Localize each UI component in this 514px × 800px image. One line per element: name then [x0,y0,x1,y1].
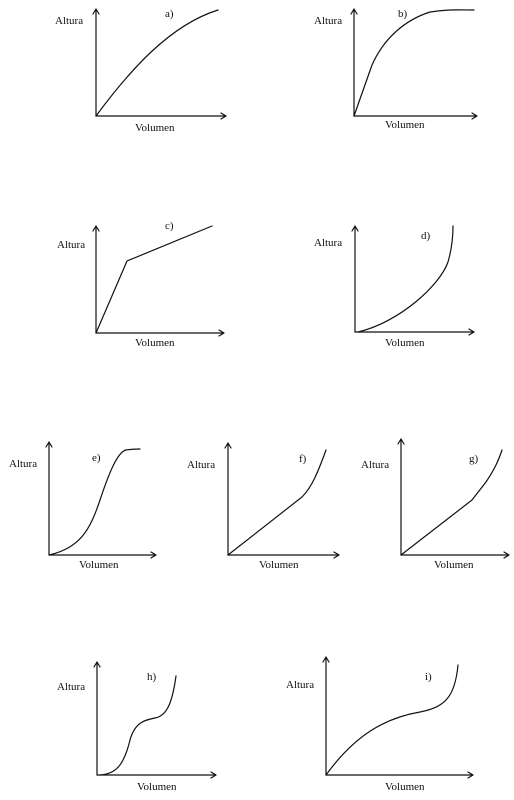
panel-e-label: e) [92,452,101,464]
panel-e: Altura Volumen e) [9,441,157,571]
panel-a-xlabel: Volumen [135,122,175,134]
panel-c-ylabel: Altura [57,239,85,251]
panel-d-x-axis [354,328,475,336]
panel-h-xlabel: Volumen [137,781,177,793]
panel-c-y-axis [92,225,100,334]
panel-g-x-axis [400,551,510,559]
panel-g-curve [400,449,503,556]
panel-h-y-axis [93,661,101,776]
panel-b-curve [353,9,475,117]
panel-e-y-axis [45,441,53,556]
panel-a-y-axis [92,8,100,117]
panel-d-y-axis [351,225,359,333]
panel-a-label: a) [165,8,174,20]
panel-b-xlabel: Volumen [385,119,425,131]
panel-h: Altura Volumen h) [57,661,217,793]
panel-c-label: c) [165,220,174,232]
panel-a: Altura Volumen a) [55,8,227,134]
panel-h-ylabel: Altura [57,681,85,693]
panel-i-label: i) [425,671,432,683]
panel-c-xlabel: Volumen [135,337,175,349]
panel-d-ylabel: Altura [314,237,342,249]
panel-e-curve [48,448,141,556]
panel-g: Altura Volumen g) [361,438,510,571]
panel-a-x-axis [95,112,227,120]
panel-f-label: f) [299,453,307,465]
panel-h-curve [99,675,177,776]
panel-f-y-axis [224,442,232,556]
panel-c-curve [95,225,213,334]
panel-i-y-axis [322,656,330,776]
panel-g-label: g) [469,453,479,465]
panel-f-xlabel: Volumen [259,559,299,571]
panel-e-xlabel: Volumen [79,559,119,571]
panel-g-xlabel: Volumen [434,559,474,571]
panel-b-ylabel: Altura [314,15,342,27]
panel-b-y-axis [350,8,358,117]
panel-f-curve [227,449,327,556]
panel-d-label: d) [421,230,431,242]
panel-h-label: h) [147,671,157,683]
panel-i-xlabel: Volumen [385,781,425,793]
panel-i-x-axis [325,771,474,779]
panel-a-curve [95,9,219,117]
panel-i-curve [325,664,459,776]
panel-g-ylabel: Altura [361,459,389,471]
panel-b-x-axis [353,112,478,120]
panel-e-x-axis [48,551,157,559]
panel-f-ylabel: Altura [187,459,215,471]
panel-i: Altura Volumen i) [286,656,474,793]
panel-b-label: b) [398,8,408,20]
panel-a-ylabel: Altura [55,15,83,27]
panel-d: Altura Volumen d) [314,225,475,349]
panel-b: Altura Volumen b) [314,8,478,131]
panel-f: Altura Volumen f) [187,442,340,571]
panel-d-curve [357,225,454,333]
panel-i-ylabel: Altura [286,679,314,691]
panel-e-ylabel: Altura [9,458,37,470]
panel-g-y-axis [397,438,405,556]
panel-f-x-axis [227,551,340,559]
panel-d-xlabel: Volumen [385,337,425,349]
panel-c: Altura Volumen c) [57,220,225,349]
panel-h-x-axis [96,771,217,779]
panel-c-x-axis [95,329,225,337]
